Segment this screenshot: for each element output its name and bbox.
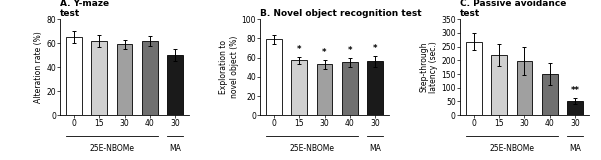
Bar xyxy=(517,61,532,115)
Bar xyxy=(317,64,332,115)
Text: *: * xyxy=(322,48,327,57)
Bar xyxy=(91,41,107,115)
Text: A. Y-maze
test: A. Y-maze test xyxy=(60,0,109,18)
Text: MA: MA xyxy=(370,144,381,153)
Text: 25E-NBOMe: 25E-NBOMe xyxy=(90,144,135,153)
Text: 25E-NBOMe: 25E-NBOMe xyxy=(489,144,534,153)
Text: MA: MA xyxy=(569,144,581,153)
Bar xyxy=(291,60,307,115)
Text: *: * xyxy=(347,46,352,55)
Text: *: * xyxy=(373,44,377,53)
Text: C. Passive avoidance
test: C. Passive avoidance test xyxy=(460,0,566,18)
Bar xyxy=(142,41,158,115)
Bar xyxy=(342,62,358,115)
Y-axis label: Alteration rate (%): Alteration rate (%) xyxy=(34,31,43,103)
Bar xyxy=(491,55,507,115)
Bar xyxy=(367,61,383,115)
Bar xyxy=(542,74,558,115)
Bar xyxy=(168,55,183,115)
Bar xyxy=(266,39,282,115)
Text: MA: MA xyxy=(169,144,182,153)
Text: 25E-NBOMe: 25E-NBOMe xyxy=(289,144,334,153)
Text: **: ** xyxy=(571,86,580,95)
Y-axis label: Exploration to
novel object (%): Exploration to novel object (%) xyxy=(219,36,239,98)
Text: B. Novel object recognition test: B. Novel object recognition test xyxy=(260,9,422,18)
Bar xyxy=(567,101,583,115)
Bar xyxy=(466,42,481,115)
Y-axis label: Step-through
latency (sec.): Step-through latency (sec.) xyxy=(419,41,438,93)
Text: *: * xyxy=(297,45,302,54)
Bar xyxy=(117,44,132,115)
Bar xyxy=(66,37,82,115)
